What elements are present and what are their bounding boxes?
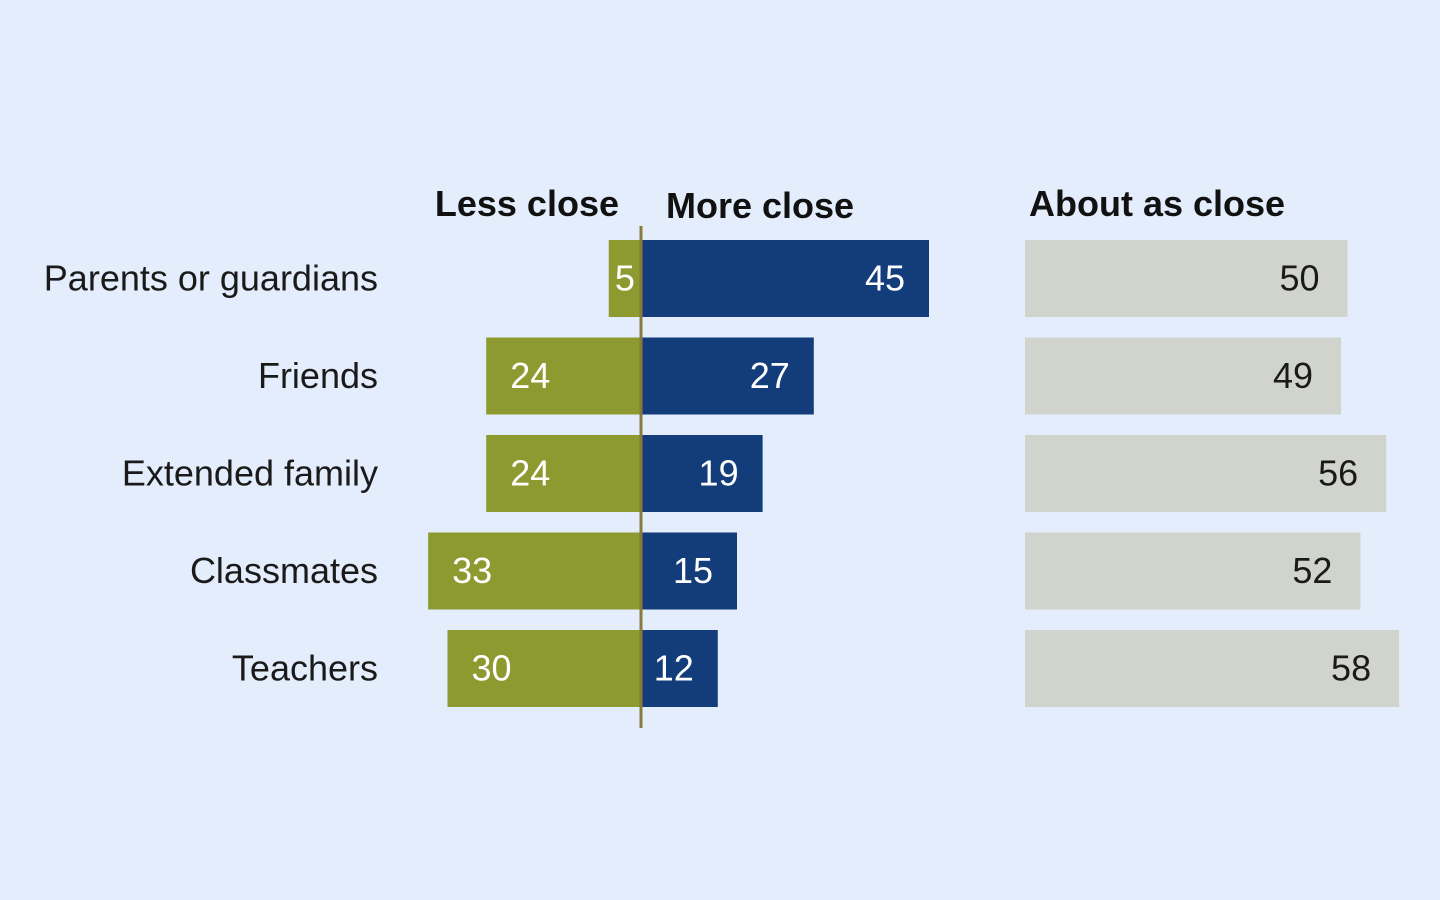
bar-more-close bbox=[641, 630, 718, 707]
category-label: Friends bbox=[258, 355, 378, 396]
bar-about-as-close bbox=[1025, 435, 1387, 512]
value-labels: 5 45 50 24 27 49 24 19 56 33 15 52 30 12 58 bbox=[452, 258, 1371, 689]
bar-less-close bbox=[486, 435, 641, 512]
bar-less-close bbox=[608, 240, 641, 317]
bar-about-as-close bbox=[1025, 240, 1348, 317]
value-label-about-as-close: 58 bbox=[1331, 648, 1371, 689]
bar-more-close bbox=[641, 240, 929, 317]
value-label-less-close: 24 bbox=[510, 453, 550, 494]
value-label-more-close: 19 bbox=[699, 453, 739, 494]
value-label-less-close: 33 bbox=[452, 550, 492, 591]
value-label-less-close: 5 bbox=[615, 258, 635, 299]
bar-about-as-close bbox=[1025, 630, 1400, 707]
header-more-close: More close bbox=[666, 185, 854, 226]
value-label-more-close: 45 bbox=[865, 258, 905, 299]
header-less-close: Less close bbox=[435, 183, 619, 224]
bar-about-as-close bbox=[1025, 532, 1361, 610]
value-label-less-close: 30 bbox=[472, 648, 512, 689]
bars bbox=[428, 240, 1400, 707]
value-label-less-close: 24 bbox=[510, 355, 550, 396]
bar-less-close bbox=[447, 630, 641, 707]
column-headers: Less close More close About as close bbox=[435, 183, 1285, 226]
bar-more-close bbox=[641, 532, 737, 610]
bar-more-close bbox=[641, 337, 814, 415]
bar-more-close bbox=[641, 435, 763, 512]
category-label: Parents or guardians bbox=[44, 258, 378, 299]
value-label-about-as-close: 49 bbox=[1273, 355, 1313, 396]
bar-about-as-close bbox=[1025, 337, 1342, 415]
value-label-more-close: 12 bbox=[654, 648, 694, 689]
category-labels: Parents or guardians Friends Extended fami… bbox=[44, 258, 378, 689]
header-about-as-close: About as close bbox=[1029, 183, 1285, 224]
value-label-more-close: 15 bbox=[673, 550, 713, 591]
category-label: Extended family bbox=[122, 453, 378, 494]
category-label: Teachers bbox=[232, 648, 378, 689]
value-label-more-close: 27 bbox=[750, 355, 790, 396]
bar-less-close bbox=[428, 532, 641, 610]
bar-less-close bbox=[486, 337, 641, 415]
value-label-about-as-close: 50 bbox=[1279, 258, 1319, 299]
value-label-about-as-close: 56 bbox=[1318, 453, 1358, 494]
value-label-about-as-close: 52 bbox=[1292, 550, 1332, 591]
category-label: Classmates bbox=[190, 550, 378, 591]
